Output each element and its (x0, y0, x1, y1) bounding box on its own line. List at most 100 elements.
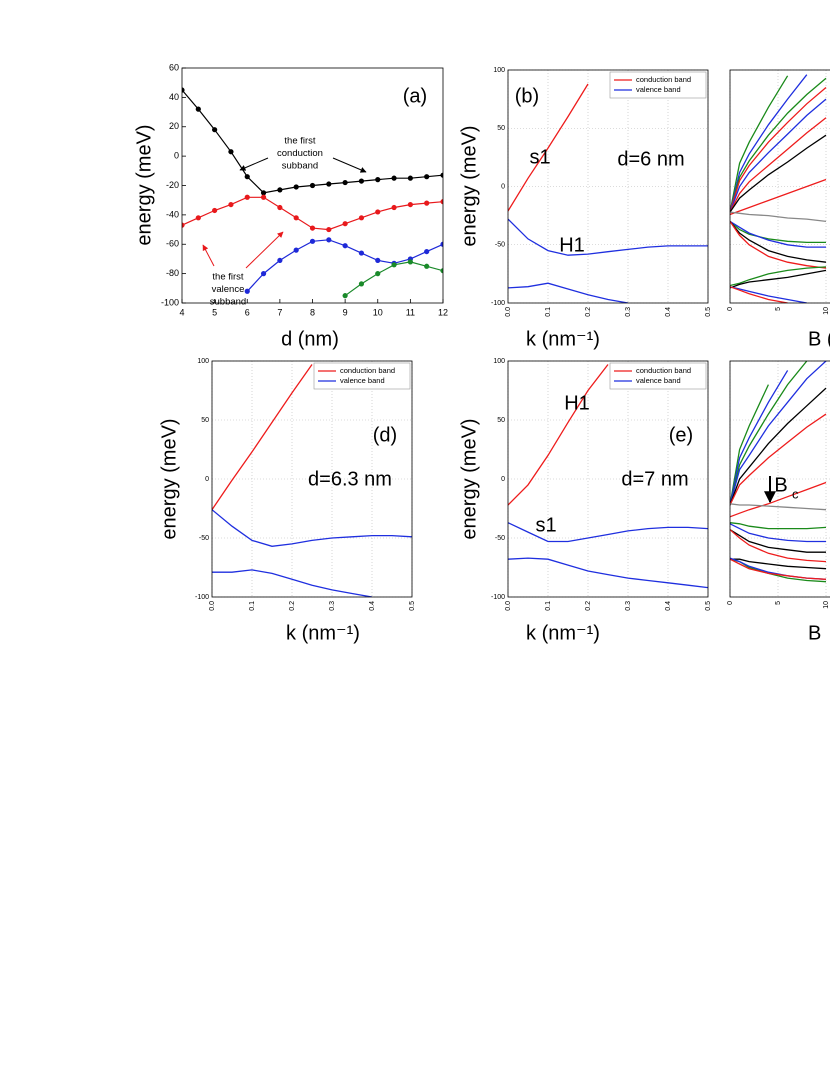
series-line (730, 529, 826, 553)
data-point (293, 215, 299, 221)
series-line (730, 361, 827, 506)
data-point (195, 215, 201, 221)
series-line (730, 220, 826, 244)
annotation: d=7 nm (621, 468, 688, 490)
y-tick-label: 0 (501, 183, 505, 190)
series-line (730, 370, 789, 506)
data-point (391, 262, 397, 268)
x-tick-label: 0.0 (505, 601, 512, 611)
data-point (424, 248, 430, 255)
data-point (277, 187, 283, 193)
data-point (195, 106, 201, 112)
x-tick-label: 0.3 (625, 307, 632, 317)
series-line (730, 558, 827, 580)
y-tick-label: -100 (491, 300, 505, 307)
legend-label: valence band (340, 376, 385, 385)
data-point (277, 257, 283, 264)
x-tick-label: 4 (179, 307, 184, 317)
legend-label: conduction band (636, 75, 691, 84)
x-tick-label: 0.0 (505, 307, 512, 317)
data-point (309, 182, 316, 189)
plot-frame (181, 67, 444, 304)
y-tick-label: -100 (161, 297, 179, 307)
y-tick-label: 100 (197, 358, 209, 365)
panel-label: (e) (669, 424, 693, 446)
annotation: s1 (535, 514, 556, 536)
x-axis-label: d (nm) (281, 328, 339, 350)
series-line (508, 83, 589, 212)
data-point (260, 194, 267, 200)
series-line (730, 87, 827, 213)
x-tick-label: 0 (727, 601, 734, 605)
data-point (182, 222, 185, 228)
series-line (730, 503, 827, 511)
plot-frame (507, 69, 709, 304)
data-point (440, 199, 443, 205)
x-tick-label: 0.2 (585, 601, 592, 611)
series-line (730, 220, 827, 263)
data-point (391, 175, 397, 181)
data-point (375, 257, 381, 264)
data-point (277, 204, 283, 211)
plot-frame (211, 360, 413, 598)
y-tick-label: 0 (501, 476, 505, 483)
series-line (730, 522, 827, 530)
series-line (730, 387, 827, 506)
data-point (342, 179, 348, 186)
x-axis-label: k (nm⁻¹) (526, 622, 600, 644)
annotation: conduction (277, 148, 323, 159)
annotation-arrow (332, 157, 367, 173)
data-point (228, 149, 234, 155)
annotation-arrow (245, 231, 284, 269)
y-axis-label: energy (meV) (158, 418, 180, 539)
data-point (244, 174, 250, 180)
data-point (375, 271, 381, 277)
annotation: subband (282, 161, 318, 172)
x-tick-label: 0.5 (705, 601, 712, 611)
x-tick-label: 7 (277, 307, 282, 317)
data-point (440, 241, 443, 247)
x-tick-label: 0.4 (665, 307, 672, 317)
data-point (309, 225, 316, 231)
x-tick-label: 10 (373, 307, 383, 317)
x-tick-label: 0.0 (209, 601, 216, 611)
series-line (508, 364, 609, 506)
x-tick-label: 0.2 (585, 307, 592, 317)
series-line (730, 413, 827, 506)
y-tick-label: -50 (495, 535, 505, 542)
annotation: valence (212, 284, 245, 295)
y-tick-label: 40 (169, 92, 179, 102)
y-tick-label: -100 (491, 594, 505, 601)
x-tick-label: 10 (823, 601, 830, 609)
x-tick-label: 5 (775, 601, 782, 605)
annotation: c (792, 486, 799, 501)
series-line (730, 75, 789, 213)
data-point (293, 247, 299, 253)
series-line (730, 117, 827, 213)
annotation: H1 (564, 392, 590, 414)
data-point (228, 201, 234, 208)
x-axis-label: k (nm⁻¹) (286, 622, 360, 644)
y-tick-label: -50 (495, 242, 505, 249)
data-point (342, 221, 348, 227)
series-line (508, 522, 708, 543)
y-axis-label: energy (meV) (133, 124, 155, 245)
series-line (182, 196, 443, 231)
data-point (407, 259, 413, 265)
data-point (358, 215, 365, 221)
series-line (730, 77, 827, 213)
x-tick-label: 0.1 (249, 601, 256, 611)
y-tick-label: 100 (493, 67, 505, 74)
data-point (358, 281, 365, 287)
data-point (326, 226, 332, 233)
plot-frame (729, 360, 830, 598)
data-point (293, 184, 299, 190)
y-tick-label: 20 (169, 121, 179, 131)
x-tick-label: 0 (727, 307, 734, 311)
annotation: H1 (559, 234, 585, 256)
x-tick-label: 0.2 (289, 601, 296, 611)
x-tick-label: 12 (438, 307, 448, 317)
series-line (212, 364, 313, 511)
